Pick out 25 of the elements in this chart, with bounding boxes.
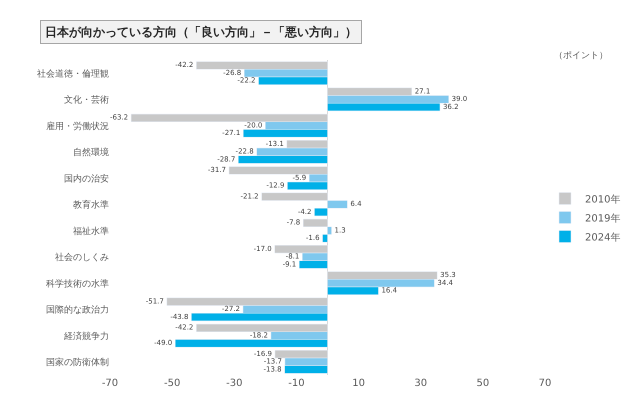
x-tick-label: 30 bbox=[414, 378, 428, 389]
y-tick-label: 経済競争力 bbox=[63, 330, 109, 342]
x-tick-label: -30 bbox=[226, 378, 242, 389]
y-tick-label: 雇用・労働状況 bbox=[46, 120, 109, 132]
y-tick-label: 国家の防衛体制 bbox=[46, 357, 109, 368]
legend-label: 2019年 bbox=[585, 212, 620, 224]
y-tick-label: 科学技術の水準 bbox=[46, 278, 109, 290]
legend-label: 2010年 bbox=[585, 193, 620, 206]
y-tick-label: 国内の治安 bbox=[64, 173, 109, 184]
y-tick-label: 自然環境 bbox=[73, 147, 109, 158]
y-tick-label: 教育水準 bbox=[73, 200, 109, 211]
x-tick-label: -10 bbox=[288, 378, 305, 389]
legend-label: 2024年 bbox=[585, 231, 620, 244]
x-tick-label: -50 bbox=[164, 378, 180, 389]
y-tick-label: 社会道徳・倫理観 bbox=[37, 68, 109, 80]
x-tick-label: 50 bbox=[476, 378, 490, 389]
x-tick-label: 10 bbox=[352, 378, 365, 389]
text: （ポイント） bbox=[554, 51, 608, 61]
y-tick-label: 文化・芸術 bbox=[64, 94, 109, 106]
chart-title: 日本が向かっている方向（「良い方向」－「悪い方向」） bbox=[45, 25, 357, 39]
x-tick-label: 70 bbox=[538, 378, 552, 389]
y-tick-label: 国際的な政治力 bbox=[46, 304, 109, 316]
y-tick-label: 福祉水準 bbox=[73, 226, 109, 237]
y-tick-label: 社会のしくみ bbox=[55, 252, 109, 264]
x-tick-label: -70 bbox=[102, 378, 118, 389]
